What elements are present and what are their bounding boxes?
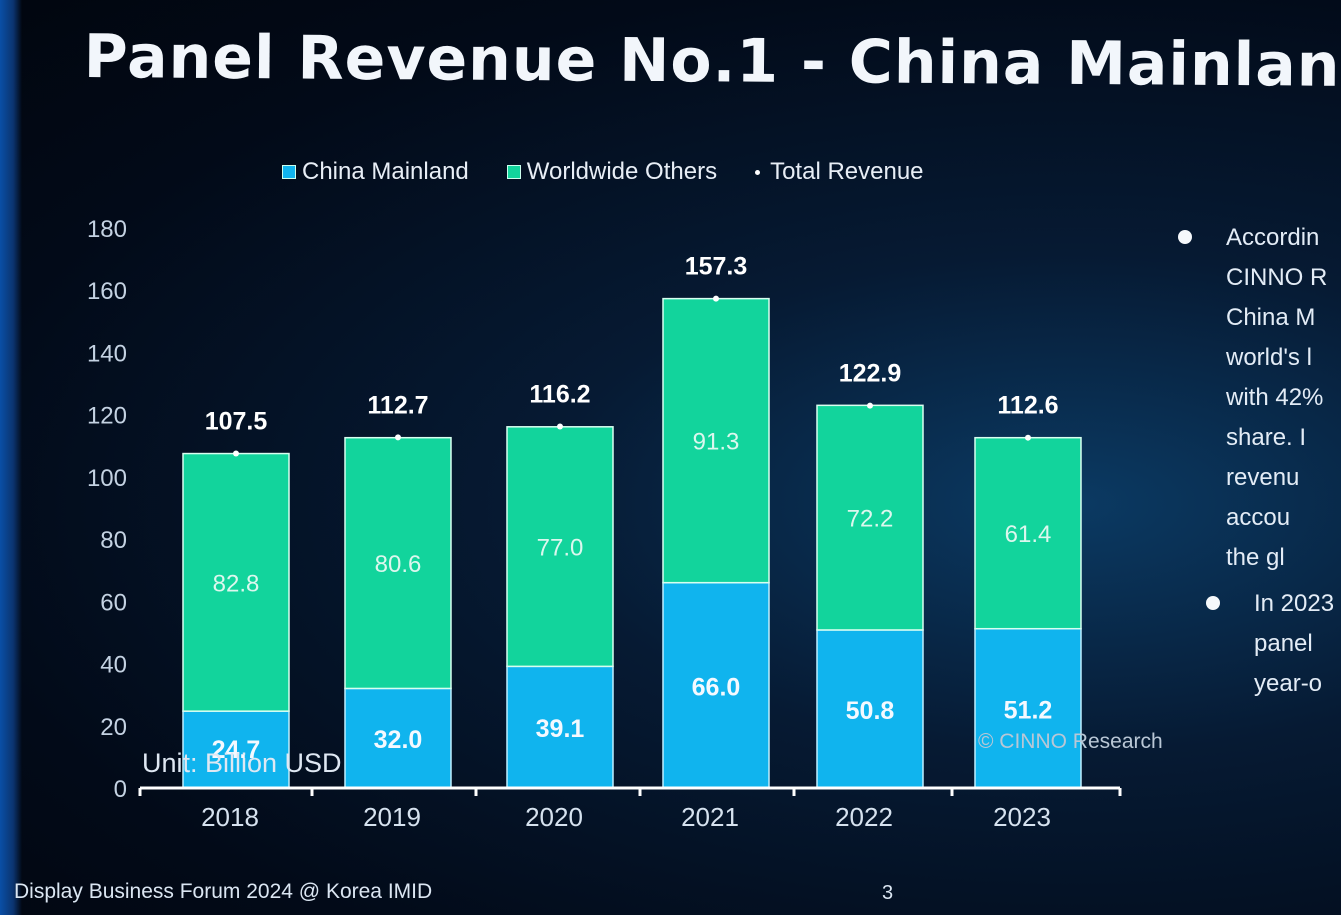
data-label-china: 39.1 (536, 715, 585, 743)
bar-worldwide-others (344, 436, 452, 690)
data-label-others: 91.3 (693, 429, 740, 456)
y-tick-label: 100 (87, 465, 127, 492)
legend-swatch-china (282, 165, 296, 179)
y-tick-label: 40 (100, 652, 127, 679)
page-number: 3 (882, 882, 894, 904)
x-tick-label: 2023 (993, 802, 1051, 832)
total-marker (557, 423, 563, 430)
slide-edge (0, 0, 22, 915)
y-tick-label: 180 (87, 216, 127, 243)
legend-label-total: Total Revenue (770, 158, 924, 185)
data-label-total: 116.2 (529, 380, 590, 408)
bullet-1-line-6: share. I (1226, 424, 1307, 451)
bullet-1-line-2: CINNO R (1226, 264, 1328, 291)
y-tick-label: 20 (100, 714, 127, 741)
bullet-1-line-4: world's l (1226, 344, 1312, 371)
bullet-1-line-9: the gl (1226, 544, 1285, 571)
bullet-1-line-7: revenu (1226, 464, 1300, 491)
y-tick-label: 140 (87, 340, 127, 367)
bar-china-mainland (182, 710, 290, 789)
y-tick-label: 0 (114, 776, 127, 803)
data-label-total: 122.9 (839, 360, 902, 388)
legend-label-china: China Mainland (302, 158, 469, 185)
bar-china-mainland (662, 581, 770, 789)
x-tick-label: 2022 (835, 802, 893, 832)
data-label-china: 66.0 (692, 673, 741, 701)
data-label-others: 61.4 (1005, 521, 1052, 548)
legend-total-revenue: Total Revenue (755, 158, 924, 186)
footer-text: Display Business Forum 2024 @ Korea IMID (14, 880, 433, 903)
y-tick-label: 80 (100, 527, 127, 554)
data-label-total: 112.6 (997, 392, 1058, 420)
data-label-others: 80.6 (375, 551, 422, 578)
x-tick-label: 2019 (363, 802, 421, 832)
x-tick-label: 2020 (525, 802, 583, 832)
y-tick-label: 60 (100, 589, 127, 616)
unit-label: Unit: Billion USD (142, 748, 342, 778)
data-label-china: 24.7 (212, 736, 261, 764)
bullet-2-line-3: year-o (1254, 670, 1323, 697)
bar-worldwide-others (182, 452, 290, 712)
bullet-1-line-3: China M (1226, 304, 1316, 331)
total-marker (713, 295, 719, 302)
bullet-2-line-1: In 2023 (1254, 590, 1335, 617)
legend-label-others: Worldwide Others (526, 158, 718, 185)
y-tick-label: 120 (87, 403, 127, 430)
data-label-china: 50.8 (846, 697, 895, 725)
bar-china-mainland (816, 629, 924, 789)
watermark: © CINNO Research (978, 730, 1163, 753)
legend-dot-total (755, 169, 761, 175)
bullet-item-2: In 2023 panel year-o (1176, 584, 1341, 704)
legend-china-mainland: China Mainland (282, 158, 469, 186)
legend-worldwide-others: Worldwide Others (506, 158, 718, 186)
bar-worldwide-others (506, 426, 614, 668)
data-label-total: 112.7 (367, 391, 428, 419)
data-label-others: 77.0 (537, 535, 584, 562)
data-label-others: 72.2 (847, 506, 894, 533)
bullet-1-line-5: with 42% (1226, 384, 1324, 411)
bar-china-mainland (506, 665, 614, 789)
bar-worldwide-others (816, 404, 924, 631)
data-label-china: 51.2 (1004, 696, 1053, 724)
total-marker (395, 434, 401, 441)
bar-worldwide-others (662, 297, 770, 584)
data-label-china: 32.0 (374, 726, 423, 754)
bar-china-mainland (344, 687, 452, 789)
data-label-total: 107.5 (205, 408, 268, 436)
chart-legend: China Mainland Worldwide Others Total Re… (282, 158, 924, 186)
data-label-others: 82.8 (213, 570, 260, 597)
total-marker (867, 402, 873, 409)
y-tick-label: 160 (87, 278, 127, 305)
bullet-list: Accordin CINNO R China M world's l with … (1176, 218, 1341, 704)
x-tick-label: 2021 (681, 802, 739, 832)
bullet-item-1: Accordin CINNO R China M world's l with … (1176, 218, 1341, 578)
total-marker (233, 450, 239, 457)
x-tick-label: 2018 (201, 802, 259, 832)
bullet-1-line-8: accou (1226, 504, 1291, 531)
total-marker (1025, 434, 1031, 441)
bullet-1-line-1: Accordin (1226, 224, 1320, 251)
data-label-total: 157.3 (685, 253, 748, 281)
legend-swatch-others (506, 165, 521, 179)
bar-worldwide-others (974, 436, 1082, 630)
bullet-2-line-2: panel (1254, 630, 1313, 657)
